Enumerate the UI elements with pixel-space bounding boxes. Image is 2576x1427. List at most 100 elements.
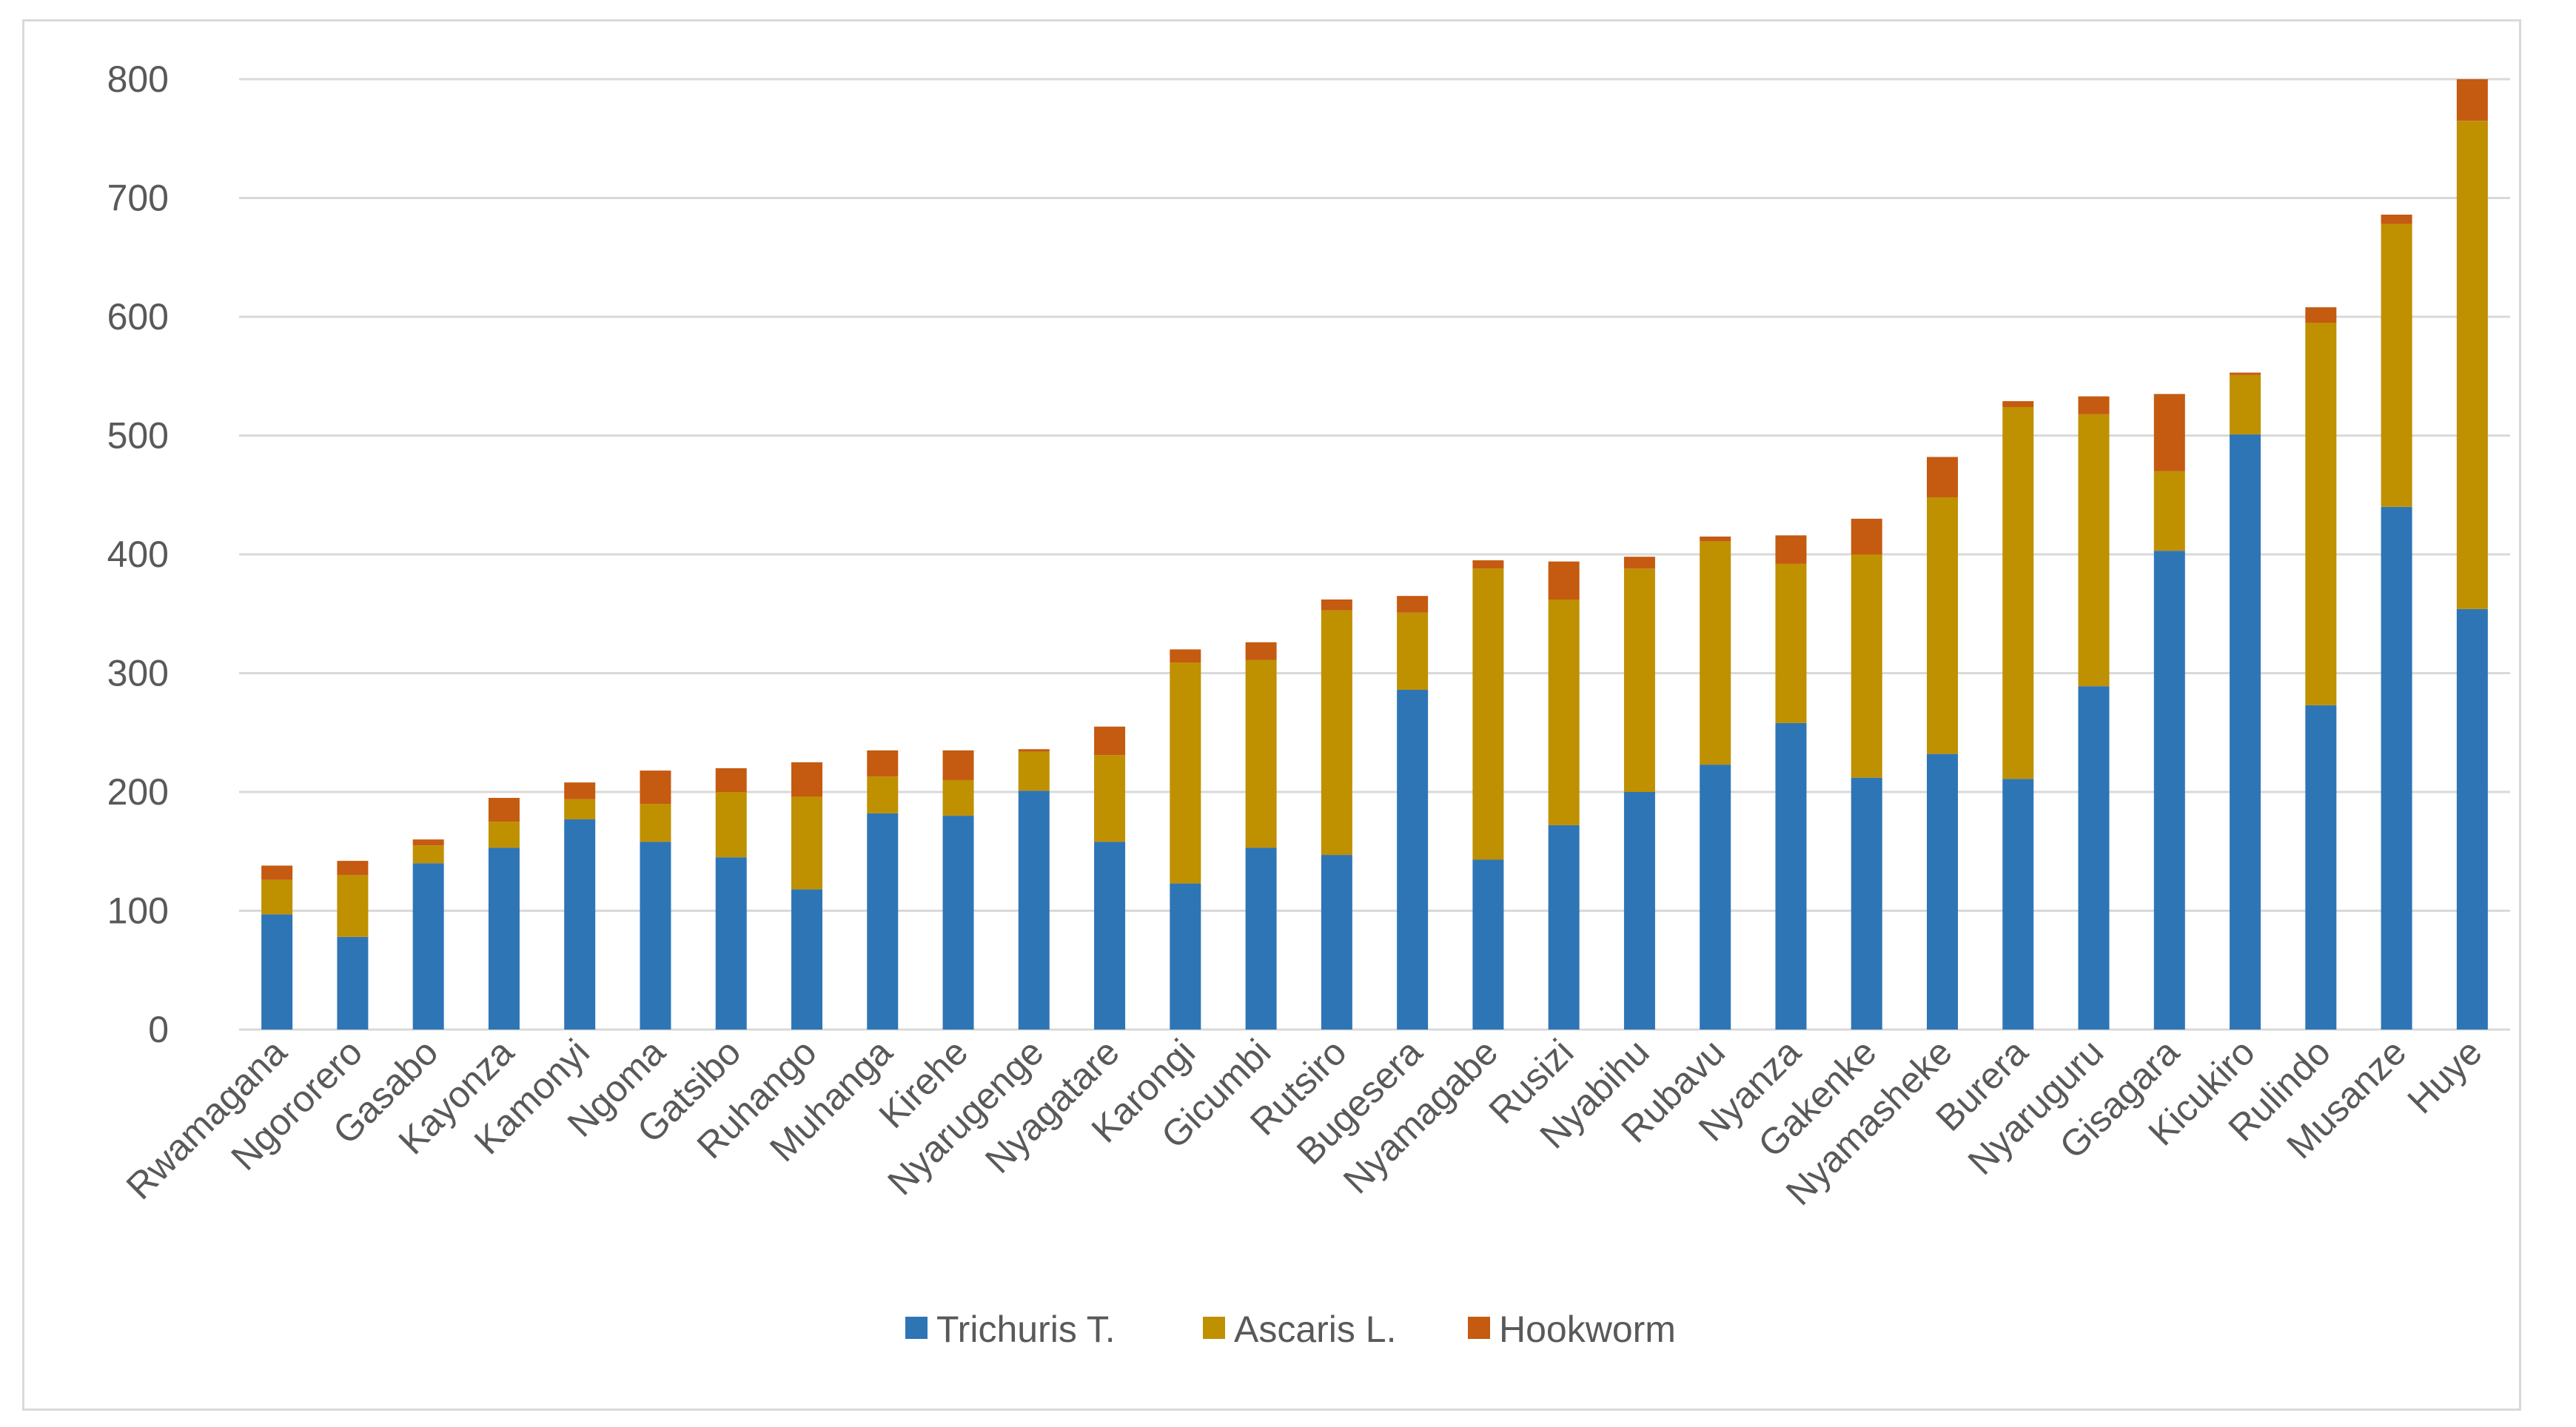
- bar-hookworm-karongi: [1170, 649, 1201, 663]
- bar-ascaris-l-gatsibo: [715, 792, 747, 858]
- y-axis-ticks: 0 100 200 300 400 500 600 700 800: [107, 58, 169, 1050]
- bar-hookworm-kirehe: [942, 750, 974, 780]
- bar-ascaris-l-bugesera: [1397, 612, 1429, 690]
- bar-ascaris-l-ngororero: [337, 875, 369, 937]
- x-tick-label: Huye: [2400, 1031, 2490, 1121]
- bar-trichuris-t-kamonyi: [564, 819, 596, 1030]
- bar-hookworm-ngoma: [640, 770, 671, 805]
- bar-ascaris-l-rulindo: [2305, 323, 2337, 705]
- bar-hookworm-gasabo: [412, 839, 444, 846]
- bar-hookworm-gakenke: [1851, 518, 1882, 554]
- bar-trichuris-t-gicumbi: [1245, 847, 1277, 1030]
- bar-hookworm-huye: [2456, 79, 2488, 121]
- legend-label: Hookworm: [1499, 1309, 1676, 1350]
- bar-ascaris-l-ruhango: [791, 796, 822, 890]
- bar-hookworm-kamonyi: [564, 782, 596, 799]
- bar-ascaris-l-huye: [2456, 121, 2488, 609]
- bar-ascaris-l-kamonyi: [564, 799, 596, 819]
- bar-trichuris-t-ngoma: [640, 842, 671, 1030]
- bar-trichuris-t-musanze: [2381, 506, 2412, 1030]
- bar-hookworm-nyamasheke: [1927, 457, 1958, 497]
- bar-ascaris-l-musanze: [2381, 224, 2412, 507]
- bar-trichuris-t-rulindo: [2305, 705, 2337, 1030]
- bar-ascaris-l-burera: [2002, 406, 2034, 779]
- bar-hookworm-rutsiro: [1321, 599, 1352, 611]
- bar-trichuris-t-nyaruguru: [2078, 686, 2110, 1030]
- legend: Trichuris T. Ascaris L. Hookworm: [905, 1309, 1676, 1350]
- y-tick-label: 300: [107, 653, 169, 694]
- bar-ascaris-l-kayonza: [488, 822, 520, 848]
- bar-hookworm-nyanza: [1775, 535, 1807, 564]
- bar-trichuris-t-nyamagabe: [1472, 859, 1504, 1030]
- bar-ascaris-l-ngoma: [640, 804, 671, 842]
- bar-hookworm-rusizi: [1548, 561, 1580, 600]
- bar-ascaris-l-rwamagana: [261, 879, 293, 915]
- legend-label: Trichuris T.: [936, 1309, 1116, 1350]
- legend-swatch: [905, 1317, 928, 1339]
- bar-hookworm-nyamagabe: [1472, 560, 1504, 569]
- bar-hookworm-kayonza: [488, 798, 520, 822]
- bar-trichuris-t-burera: [2002, 779, 2034, 1030]
- bar-ascaris-l-nyamagabe: [1472, 568, 1504, 860]
- bar-trichuris-t-rwamagana: [261, 914, 293, 1030]
- bar-trichuris-t-kirehe: [942, 816, 974, 1030]
- bar-trichuris-t-huye: [2456, 608, 2488, 1030]
- bar-trichuris-t-nyabihu: [1623, 792, 1655, 1030]
- gridlines: [239, 78, 2510, 1031]
- bar-trichuris-t-gatsibo: [715, 857, 747, 1030]
- legend-swatch: [1468, 1317, 1490, 1339]
- bar-hookworm-nyagatare: [1094, 726, 1126, 756]
- bar-hookworm-bugesera: [1397, 596, 1429, 613]
- bar-hookworm-rubavu: [1700, 536, 1731, 542]
- bar-hookworm-ngororero: [337, 861, 369, 876]
- y-tick-label: 200: [107, 771, 169, 813]
- bar-trichuris-t-nyamasheke: [1927, 753, 1958, 1030]
- stacked-bar-chart: 0 100 200 300 400 500 600 700 800 RwamaganaNgoro…: [107, 58, 2510, 1350]
- bar-trichuris-t-kicukiro: [2230, 434, 2261, 1030]
- bar-ascaris-l-kicukiro: [2230, 375, 2261, 434]
- bar-ascaris-l-nyamasheke: [1927, 497, 1958, 754]
- y-tick-label: 500: [107, 415, 169, 457]
- bar-trichuris-t-karongi: [1170, 883, 1201, 1030]
- bar-ascaris-l-rubavu: [1700, 541, 1731, 765]
- y-tick-label: 800: [107, 58, 169, 100]
- bar-ascaris-l-karongi: [1170, 662, 1201, 884]
- bar-trichuris-t-kayonza: [488, 847, 520, 1030]
- x-axis-ticks: RwamaganaNgororeroGasaboKayonzaKamonyiNg…: [118, 1031, 2490, 1213]
- bar-trichuris-t-nyagatare: [1094, 842, 1126, 1030]
- bar-ascaris-l-muhanga: [867, 776, 899, 813]
- bar-trichuris-t-gasabo: [412, 863, 444, 1030]
- bar-hookworm-burera: [2002, 400, 2034, 407]
- bar-trichuris-t-gisagara: [2153, 551, 2185, 1030]
- bar-hookworm-nyarugenge: [1018, 749, 1050, 752]
- bar-hookworm-rulindo: [2305, 307, 2337, 323]
- y-tick-label: 0: [148, 1009, 169, 1050]
- bar-trichuris-t-muhanga: [867, 813, 899, 1030]
- bar-trichuris-t-ngororero: [337, 936, 369, 1030]
- bar-ascaris-l-nyagatare: [1094, 755, 1126, 842]
- bar-ascaris-l-nyabihu: [1623, 568, 1655, 792]
- bar-ascaris-l-gisagara: [2153, 471, 2185, 551]
- bar-trichuris-t-rutsiro: [1321, 855, 1352, 1030]
- legend-label: Ascaris L.: [1234, 1309, 1397, 1350]
- bar-hookworm-nyabihu: [1623, 557, 1655, 569]
- y-tick-label: 700: [107, 178, 169, 219]
- bar-hookworm-gicumbi: [1245, 642, 1277, 660]
- bar-trichuris-t-gakenke: [1851, 777, 1882, 1030]
- bar-ascaris-l-kirehe: [942, 779, 974, 816]
- bar-hookworm-musanze: [2381, 214, 2412, 224]
- bar-hookworm-rwamagana: [261, 865, 293, 880]
- y-tick-label: 600: [107, 296, 169, 338]
- bar-hookworm-ruhango: [791, 762, 822, 797]
- bar-ascaris-l-gicumbi: [1245, 659, 1277, 848]
- bar-trichuris-t-nyarugenge: [1018, 790, 1050, 1030]
- legend-swatch: [1203, 1317, 1225, 1339]
- bar-trichuris-t-rubavu: [1700, 765, 1731, 1030]
- bar-ascaris-l-gakenke: [1851, 554, 1882, 778]
- bar-hookworm-kicukiro: [2230, 372, 2261, 375]
- bar-trichuris-t-rusizi: [1548, 825, 1580, 1030]
- bar-ascaris-l-nyaruguru: [2078, 414, 2110, 687]
- bar-ascaris-l-nyarugenge: [1018, 751, 1050, 791]
- bar-hookworm-gisagara: [2153, 394, 2185, 471]
- bars: [261, 79, 2488, 1030]
